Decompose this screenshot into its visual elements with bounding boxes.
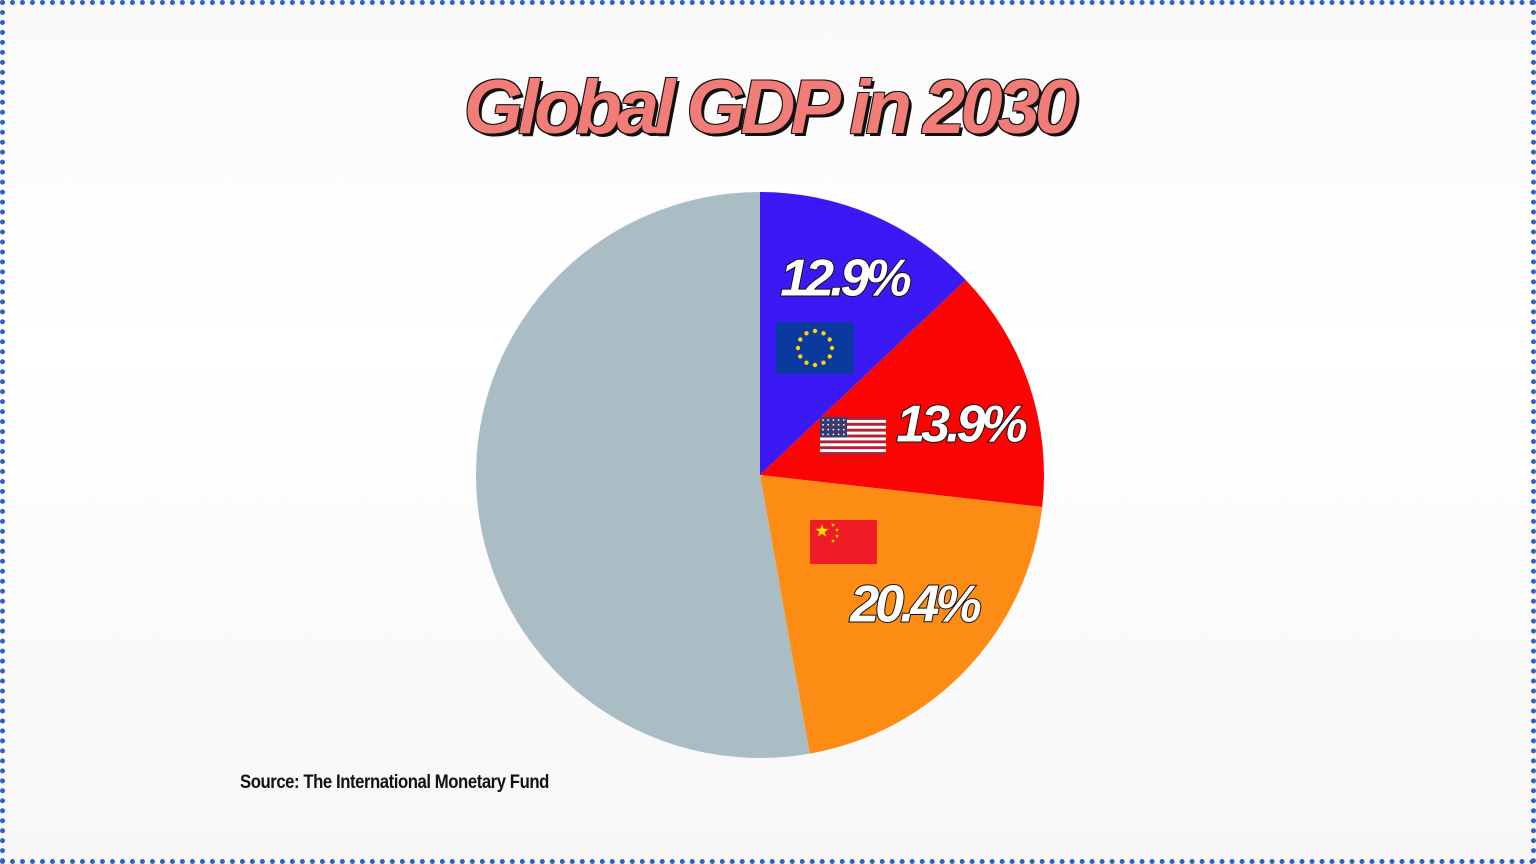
source-note: Source: The International Monetary Fund [240, 772, 549, 793]
pie-slice-3 [476, 192, 810, 758]
slice-label-0: 12.9% [780, 250, 910, 308]
eu-flag-icon [776, 322, 854, 374]
us-flag-icon [820, 417, 886, 456]
slice-label-2: 20.4% [849, 576, 980, 634]
pie-slice-0 [760, 192, 966, 475]
slice-label-1: 13.9% [896, 396, 1026, 454]
chart-title: Global GDP in 2030 [463, 65, 1077, 150]
china-flag-icon [810, 520, 877, 564]
